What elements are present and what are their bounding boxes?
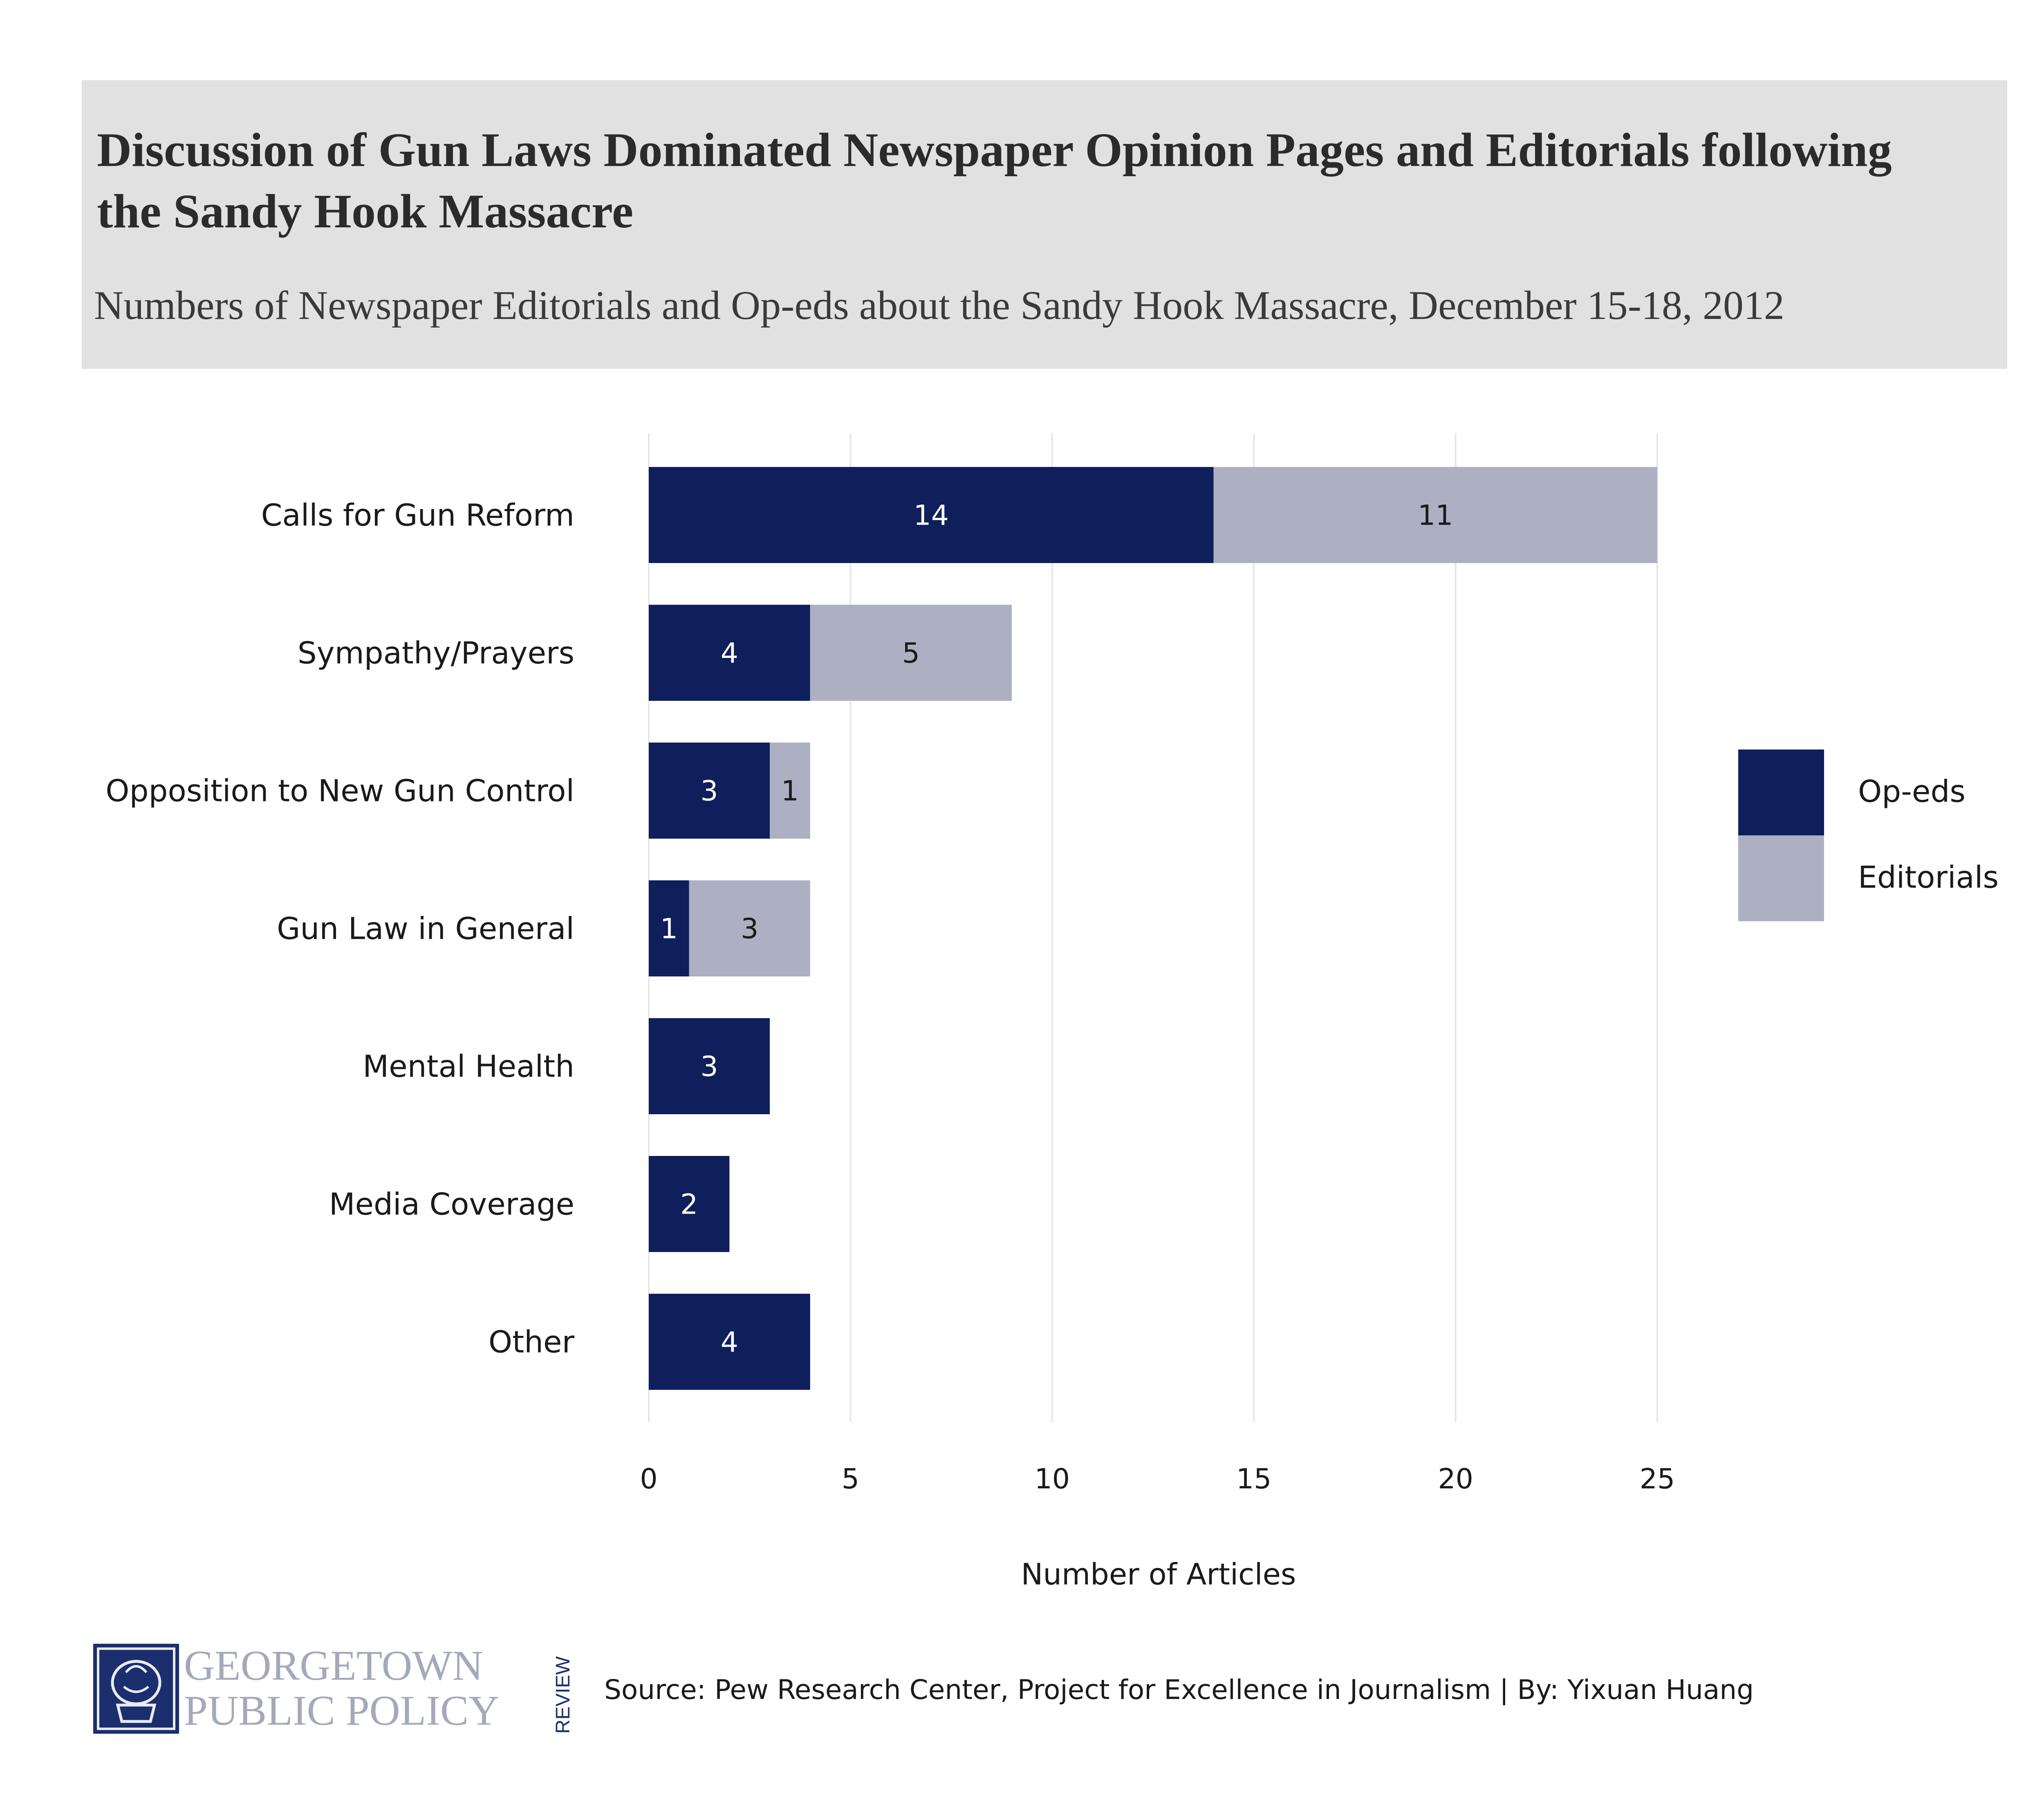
x-tick-label: 15 [1236,1463,1272,1495]
bar-value-label: 5 [902,637,920,670]
bar-value-label: 4 [721,637,738,670]
source-note: Source: Pew Research Center, Project for… [604,1674,1754,1706]
category-label: Calls for Gun Reform [261,498,574,533]
logo-text-review: REVIEW [552,1656,574,1734]
bar-value-label: 11 [1418,500,1453,532]
bar-value-label: 1 [781,775,799,808]
oped-bar [649,605,810,701]
bar-value-label: 4 [721,1326,738,1359]
chart-subtitle: Numbers of Newspaper Editorials and Op-e… [94,283,1785,328]
legend-swatch-editorials [1738,835,1824,921]
chart-title: Discussion of Gun Laws Dominated Newspap… [97,123,1892,238]
x-tick-label: 20 [1438,1463,1473,1495]
bar-value-label: 3 [741,913,758,945]
category-label: Opposition to New Gun Control [105,774,574,809]
oped-bar [649,743,770,839]
oped-bar [649,467,1214,563]
category-label: Media Coverage [329,1187,574,1222]
x-tick-label: 10 [1035,1463,1070,1495]
x-tick-label: 0 [640,1463,657,1495]
editorial-bar [1213,467,1657,563]
oped-bar [649,880,689,976]
bar-value-label: 2 [680,1189,698,1221]
logo-text-line1: GEORGETOWN [184,1642,483,1689]
bar-value-label: 3 [700,775,718,808]
bar-value-label: 3 [700,1051,718,1083]
georgetown-public-policy-review-logo: GEORGETOWN PUBLIC POLICY REVIEW [93,1644,576,1742]
legend-label: Editorials [1858,860,1999,895]
x-tick-label: 25 [1640,1463,1675,1495]
oped-bar [649,1294,810,1390]
category-label: Other [489,1325,575,1360]
category-labels: Calls for Gun Reform Sympathy/Prayers Oppo… [105,498,574,1360]
legend-label: Op-eds [1858,774,1966,809]
x-tick-label: 5 [842,1463,859,1495]
bar-value-label: 14 [913,500,949,532]
oped-bar [649,1156,730,1252]
x-axis-ticks: 0 5 10 15 20 25 [640,1463,1675,1495]
category-label: Mental Health [363,1049,574,1084]
editorial-bar [770,743,810,839]
x-axis-title: Number of Articles [1021,1557,1296,1591]
emblem-icon [93,1644,179,1734]
category-label: Sympathy/Prayers [298,636,574,671]
header-panel [82,80,2007,369]
bar-value-label: 1 [660,913,678,945]
logo-text-line2: PUBLIC POLICY [184,1687,500,1734]
category-label: Gun Law in General [277,911,574,947]
oped-bar [649,1018,770,1114]
editorial-bar [810,605,1012,701]
legend-swatch-opeds [1738,750,1824,835]
editorial-bar [689,880,810,976]
legend: Op-eds Editorials [1738,750,1999,921]
